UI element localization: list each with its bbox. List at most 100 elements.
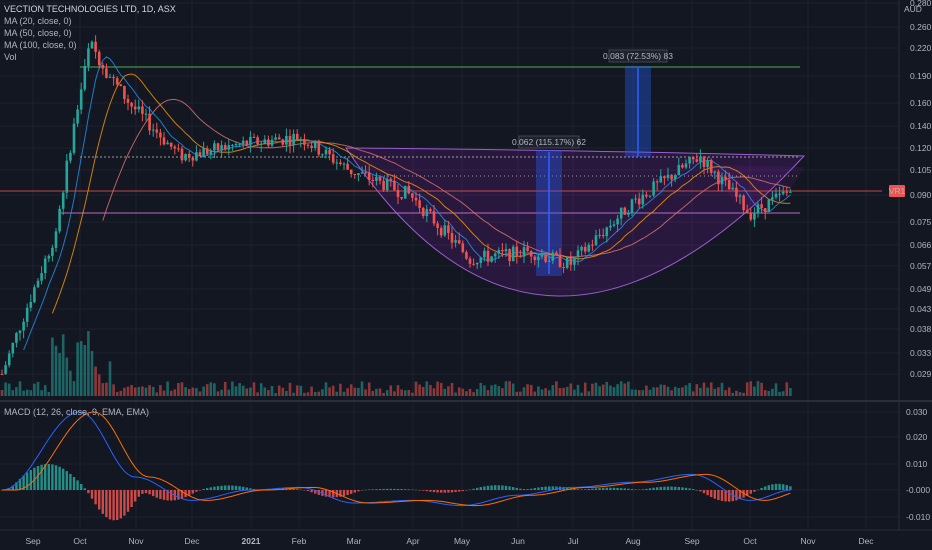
candle-body	[702, 156, 706, 167]
macd-hist-bar	[382, 488, 385, 490]
volume-bar	[263, 387, 267, 396]
macd-hist-bar	[530, 488, 533, 490]
macd-hist-bar	[15, 482, 18, 490]
macd-axis[interactable]: 0.030 0.020 0.010 -0.000 -0.010	[906, 407, 930, 522]
candle-body	[627, 213, 630, 215]
time-tick-label: Aug	[625, 536, 640, 546]
volume-bar	[187, 389, 191, 396]
volume-bar	[637, 390, 641, 396]
time-tick-label: Dec	[184, 536, 200, 546]
macd-hist-bar	[512, 487, 515, 490]
candle-body	[137, 106, 141, 110]
macd-hist-bar	[324, 490, 328, 497]
macd-hist-bar	[206, 488, 209, 490]
ma-100-legend[interactable]: MA (100, close, 0)	[4, 40, 77, 50]
candle-body	[310, 145, 313, 148]
volume-bar	[151, 386, 155, 396]
volume-bar	[223, 381, 227, 396]
volume-bar	[767, 390, 771, 396]
candle-body	[781, 191, 785, 194]
volume-bar	[785, 382, 789, 396]
volume-bar	[220, 389, 223, 396]
macd-hist-bar	[33, 467, 36, 490]
volume-bar	[364, 389, 367, 396]
volume-bar	[760, 382, 763, 396]
time-tick-label: Dec	[858, 536, 874, 546]
macd-hist-bar	[80, 484, 83, 490]
macd-hist-bar	[526, 489, 529, 490]
macd-hist-bar	[72, 476, 76, 490]
macd-hist-bar	[767, 485, 770, 490]
volume-bar	[234, 386, 238, 396]
volume-bar	[144, 387, 148, 396]
volume-bar	[652, 387, 655, 396]
time-tick-label: Nov	[800, 536, 816, 546]
macd-hist-bar	[357, 490, 360, 492]
price-tick-label: 0.038	[910, 324, 932, 334]
volume-bar	[648, 389, 652, 396]
macd-hist-bar	[245, 487, 248, 490]
price-tick-label: 0.090	[910, 190, 932, 200]
price-tick-label: 0.049	[910, 284, 932, 294]
symbol-title[interactable]: VECTION TECHNOLOGIES LTD, 1D, ASX	[4, 4, 176, 14]
macd-hist-bar	[771, 484, 774, 490]
price-tick-label: 0.160	[910, 98, 932, 108]
macd-hist-bar	[620, 488, 623, 490]
volume-bar	[789, 387, 792, 396]
macd-hist-bar	[504, 485, 508, 490]
candle-body	[497, 250, 501, 254]
macd-hist-bar	[252, 488, 256, 490]
candle-body	[256, 137, 259, 145]
volume-bar	[400, 389, 403, 396]
candle-body	[601, 234, 605, 237]
volume-bar	[601, 384, 605, 396]
macd-legend[interactable]: MACD (12, 26, close, 9, EMA, EMA)	[4, 407, 150, 417]
candle-body	[259, 143, 263, 145]
ma-20-legend[interactable]: MA (20, close, 0)	[4, 16, 72, 26]
volume-bar	[670, 390, 673, 396]
macd-hist-bar	[364, 489, 367, 491]
macd-hist-bar	[522, 489, 526, 490]
macd-hist-bar	[785, 485, 788, 490]
volume-bar	[587, 391, 591, 396]
vol-legend[interactable]: Vol	[4, 52, 17, 62]
volume-bar	[328, 387, 331, 396]
macd-hist-bar	[141, 490, 144, 494]
volume-bar	[627, 381, 630, 396]
candle-body	[324, 149, 328, 155]
macd-hist-bar	[108, 490, 112, 520]
candle-body	[191, 157, 195, 161]
volume-bar	[403, 390, 407, 396]
macd-hist-bar	[562, 487, 565, 490]
candle-body	[486, 250, 490, 262]
volume-bar	[177, 383, 180, 396]
macd-hist-bar	[177, 490, 180, 500]
macd-hist-bar	[29, 469, 32, 490]
ma-50-legend[interactable]: MA (50, close, 0)	[4, 28, 72, 38]
time-tick-label: Feb	[292, 536, 307, 546]
macd-hist-bar	[8, 488, 11, 490]
candle-body	[306, 144, 310, 146]
macd-hist-bar	[576, 489, 580, 490]
price-axis[interactable]: 0.280 0.260 0.220 0.190 0.160 0.140 0.120 0.105…	[910, 0, 932, 379]
volume-bar	[159, 385, 162, 396]
candle-body	[429, 209, 432, 212]
time-axis[interactable]: Sep Oct Nov Dec 2021 Feb Mar Apr May Jun Jul Aug Sep…	[25, 536, 874, 546]
candle-body	[112, 76, 115, 79]
volume-bar	[706, 387, 709, 396]
macd-hist-bar	[746, 490, 749, 496]
volume-bar	[173, 389, 177, 396]
candle-body	[493, 253, 497, 257]
volume-bar	[162, 390, 166, 396]
macd-hist-bar	[692, 488, 695, 490]
volume-bar	[429, 384, 432, 396]
macd-hist-bar	[368, 489, 371, 491]
candle-body	[400, 197, 403, 199]
macd-hist-bar	[353, 490, 356, 493]
macd-hist-bar	[584, 489, 587, 490]
candle-body	[717, 171, 720, 185]
macd-hist-bar	[425, 490, 428, 492]
volume-bar	[249, 387, 252, 396]
volume-bar	[447, 386, 450, 396]
